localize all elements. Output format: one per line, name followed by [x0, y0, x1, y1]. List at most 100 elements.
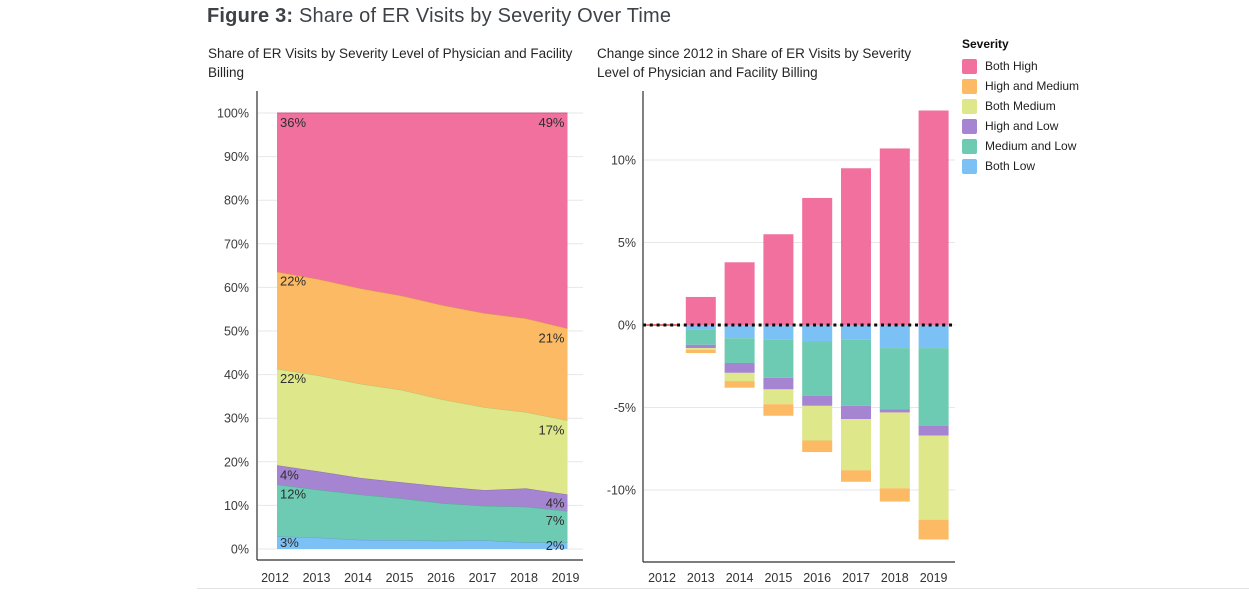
bar-segment-high-and-medium: [685, 349, 716, 354]
axis-label: 3%: [280, 535, 299, 550]
legend-item-label: Both High: [985, 59, 1038, 73]
x-axis-labels: 2012 2013 2014 2015 2016 2017 2018 2019: [261, 571, 579, 585]
bar-segment-both-medium: [918, 435, 949, 520]
axis-label: 12%: [280, 486, 306, 501]
axis-label: -10%: [607, 484, 636, 498]
left-chart-subtitle: Share of ER Visits by Severity Level of …: [208, 46, 573, 80]
bar-segment-both-low: [763, 325, 794, 340]
bar-segment-both-high: [918, 110, 949, 325]
axis-label: 2016: [803, 571, 831, 585]
bars: [685, 110, 949, 540]
bar-segment-medium-and-low: [841, 339, 871, 406]
bar-segment-high-and-low: [802, 395, 833, 406]
axis-label: 2013: [687, 571, 715, 585]
axis-label: 49%: [538, 115, 564, 130]
bar-segment-high-and-low: [763, 377, 794, 390]
axis-label: 0%: [618, 319, 636, 333]
axis-label: 2018: [881, 571, 909, 585]
legend-item: High and Medium: [962, 76, 1079, 96]
bar-segment-both-medium: [685, 348, 716, 350]
bar-segment-both-medium: [724, 372, 755, 382]
axis-label: 2014: [726, 571, 754, 585]
bar-segment-both-low: [879, 325, 910, 349]
share-area-chart: 0% 10% 20% 30% 40% 50% 60% 70% 80% 90% 100% 3% 2% 12%…: [217, 91, 583, 585]
axis-label: 2017: [842, 571, 870, 585]
axis-label: 22%: [280, 371, 306, 386]
axis-label: 2017: [469, 571, 497, 585]
legend-swatch-both-low: [962, 158, 977, 174]
area-band-both-high: [277, 113, 568, 329]
bar-segment-both-high: [724, 262, 755, 325]
axis-label: 2%: [546, 538, 565, 553]
bar-segment-high-and-low: [841, 405, 871, 420]
bar-segment-high-and-low: [685, 344, 716, 349]
bar-segment-both-low: [724, 325, 755, 339]
axis-label: 2013: [303, 571, 331, 585]
area-series: [276, 112, 568, 549]
legend-item-label: Both Low: [985, 159, 1036, 173]
change-since-2012-bar-chart: -10%-5%0%5%10%2012 2013 2014 2015 2016 2017 20…: [607, 91, 955, 585]
figure-title-text: Share of ER Visits by Severity Over Time: [293, 5, 672, 27]
bar-segment-medium-and-low: [802, 341, 833, 396]
x-axis-labels: 2012 2013 2014 2015 2016 2017 2018 2019: [648, 571, 947, 585]
axis-label: 2018: [510, 571, 538, 585]
axis-label: 2014: [344, 571, 372, 585]
bar-segment-high-and-low: [918, 425, 949, 436]
legend-item-label: High and Medium: [985, 79, 1080, 93]
value-labels: 3% 2% 12% 7% 4% 4% 22% 17% 22% 21% 36% 49%: [280, 115, 565, 553]
legend-item: High and Low: [962, 116, 1079, 136]
bar-segment-both-high: [879, 148, 910, 325]
bar-segment-both-medium: [763, 389, 794, 405]
bar-segment-high-and-medium: [879, 488, 910, 502]
bar-segment-both-low: [685, 325, 716, 330]
area-band-high-and-medium: [277, 271, 568, 421]
axis-label: 2015: [386, 571, 414, 585]
axis-label: -5%: [614, 401, 636, 415]
axis-label: 10%: [611, 154, 636, 168]
legend-swatch-high-and-low: [962, 118, 977, 134]
axis-label: 90%: [224, 150, 249, 164]
bar-segment-both-low: [841, 325, 871, 340]
bar-segment-both-low: [802, 325, 833, 342]
area-band-both-medium: [277, 368, 568, 495]
y-axis-labels: -10% -5% 0% 5% 10%: [607, 154, 636, 498]
axis-label: 20%: [224, 455, 249, 469]
bar-segment-both-high: [841, 168, 871, 325]
bottom-divider: [197, 588, 1249, 589]
bar-segment-both-high: [802, 197, 833, 325]
bar-segment-high-and-medium: [763, 404, 794, 416]
axis-label: 36%: [280, 115, 306, 130]
legend-swatch-both-high: [962, 58, 977, 74]
bar-segment-both-medium: [879, 412, 910, 489]
bar-segment-high-and-medium: [918, 519, 949, 540]
axis-label: 17%: [538, 422, 564, 437]
axis-label: 2016: [427, 571, 455, 585]
legend: Severity Both High High and Medium Both …: [962, 37, 1079, 176]
axis-label: 10%: [224, 499, 249, 513]
bar-segment-high-and-medium: [841, 470, 871, 482]
axis-label: 5%: [618, 236, 636, 250]
legend-item: Both Low: [962, 156, 1079, 176]
bar-segment-both-medium: [802, 405, 833, 441]
axis-label: 50%: [224, 325, 249, 339]
axis-label: 100%: [217, 107, 249, 121]
legend-item-label: Both Medium: [985, 99, 1056, 113]
bar-segment-high-and-medium: [802, 440, 833, 453]
legend-item: Both High: [962, 56, 1079, 76]
bar-segment-both-high: [685, 296, 716, 325]
axis-label: 21%: [538, 330, 564, 345]
legend-swatch-both-medium: [962, 98, 977, 114]
legend-swatch-medium-and-low: [962, 138, 977, 154]
bar-segment-high-and-low: [724, 362, 755, 373]
bar-segment-both-high: [763, 234, 794, 325]
bar-segment-medium-and-low: [724, 338, 755, 363]
legend-item: Both Medium: [962, 96, 1079, 116]
bar-segment-medium-and-low: [763, 339, 794, 378]
axis-label: 2012: [261, 571, 289, 585]
axis-label: 30%: [224, 412, 249, 426]
bar-segment-both-medium: [841, 419, 871, 471]
axis-label: 70%: [224, 237, 249, 251]
legend-item: Medium and Low: [962, 136, 1079, 156]
axis-label: 4%: [280, 467, 299, 482]
axes: [642, 91, 955, 563]
